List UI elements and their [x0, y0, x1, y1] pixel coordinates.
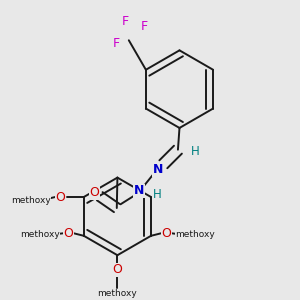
- Text: O: O: [162, 227, 172, 240]
- Text: F: F: [113, 37, 120, 50]
- Text: methoxy: methoxy: [20, 230, 60, 239]
- Text: H: H: [190, 145, 200, 158]
- Text: methoxy: methoxy: [11, 196, 51, 205]
- Text: methoxy: methoxy: [98, 289, 137, 298]
- Text: N: N: [153, 163, 163, 176]
- Text: O: O: [63, 227, 73, 240]
- Text: O: O: [112, 263, 122, 276]
- Text: O: O: [89, 186, 99, 199]
- Text: F: F: [141, 20, 148, 33]
- Text: methoxy: methoxy: [175, 230, 215, 239]
- Text: N: N: [134, 184, 144, 197]
- Text: O: O: [56, 190, 65, 203]
- Text: H: H: [153, 188, 161, 201]
- Text: F: F: [122, 15, 129, 28]
